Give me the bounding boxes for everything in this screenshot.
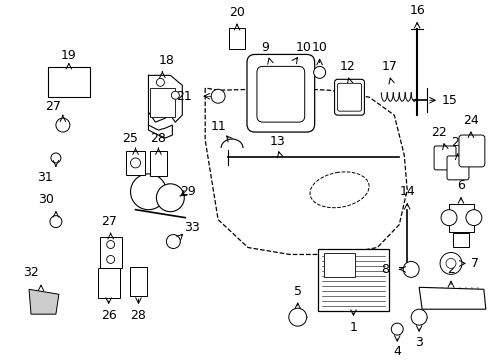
Circle shape xyxy=(166,235,180,248)
Text: 27: 27 xyxy=(101,215,116,228)
Text: 15: 15 xyxy=(441,94,457,107)
Text: 33: 33 xyxy=(184,221,200,234)
Text: 7: 7 xyxy=(470,257,478,270)
Text: 10: 10 xyxy=(295,41,311,54)
Circle shape xyxy=(390,323,403,335)
Text: 17: 17 xyxy=(381,60,396,73)
Circle shape xyxy=(403,261,418,277)
Text: 27: 27 xyxy=(45,100,61,113)
Circle shape xyxy=(51,153,61,163)
FancyBboxPatch shape xyxy=(337,83,361,111)
Text: 25: 25 xyxy=(122,131,138,144)
Text: 20: 20 xyxy=(229,6,244,19)
Ellipse shape xyxy=(309,172,368,208)
FancyBboxPatch shape xyxy=(323,253,355,277)
Circle shape xyxy=(50,216,62,228)
Circle shape xyxy=(106,240,114,248)
Text: 32: 32 xyxy=(23,266,39,279)
Text: 28: 28 xyxy=(130,309,146,322)
Text: 14: 14 xyxy=(399,185,414,198)
Text: 2: 2 xyxy=(446,263,454,276)
FancyBboxPatch shape xyxy=(98,269,120,298)
Circle shape xyxy=(156,78,164,86)
Text: 5: 5 xyxy=(293,285,301,298)
Circle shape xyxy=(465,210,481,226)
FancyBboxPatch shape xyxy=(433,146,455,170)
Circle shape xyxy=(439,252,461,274)
Circle shape xyxy=(130,158,140,168)
Circle shape xyxy=(56,118,70,132)
FancyBboxPatch shape xyxy=(150,152,166,176)
FancyBboxPatch shape xyxy=(246,54,314,132)
Circle shape xyxy=(410,309,426,325)
Text: 31: 31 xyxy=(37,171,53,184)
Text: 9: 9 xyxy=(261,41,268,54)
Text: 11: 11 xyxy=(210,120,225,132)
FancyBboxPatch shape xyxy=(458,135,484,167)
Text: 8: 8 xyxy=(381,263,388,276)
FancyBboxPatch shape xyxy=(48,67,90,97)
FancyBboxPatch shape xyxy=(150,88,175,117)
Circle shape xyxy=(288,308,306,326)
FancyBboxPatch shape xyxy=(130,267,147,296)
FancyBboxPatch shape xyxy=(452,233,468,247)
Text: 3: 3 xyxy=(414,336,422,348)
Text: 19: 19 xyxy=(61,49,77,62)
Text: 21: 21 xyxy=(176,90,192,103)
Text: 10: 10 xyxy=(311,41,327,54)
Text: 24: 24 xyxy=(462,114,478,127)
Text: 29: 29 xyxy=(180,185,196,198)
Text: 6: 6 xyxy=(456,179,464,192)
Polygon shape xyxy=(418,287,485,309)
Text: 1: 1 xyxy=(349,321,357,334)
FancyBboxPatch shape xyxy=(228,28,244,49)
Polygon shape xyxy=(29,289,59,314)
Text: 4: 4 xyxy=(392,345,400,357)
Text: 23: 23 xyxy=(450,135,466,149)
FancyBboxPatch shape xyxy=(334,79,364,115)
FancyBboxPatch shape xyxy=(317,249,388,311)
Text: 22: 22 xyxy=(430,126,446,139)
Circle shape xyxy=(313,66,325,78)
FancyBboxPatch shape xyxy=(256,66,304,122)
Circle shape xyxy=(106,256,114,264)
Circle shape xyxy=(156,184,184,212)
Circle shape xyxy=(211,89,224,103)
FancyBboxPatch shape xyxy=(446,156,468,180)
Text: 28: 28 xyxy=(150,131,166,144)
Text: 12: 12 xyxy=(339,60,355,73)
Text: 30: 30 xyxy=(38,193,54,206)
Circle shape xyxy=(445,258,455,269)
Text: 13: 13 xyxy=(269,135,285,148)
Circle shape xyxy=(130,174,166,210)
FancyBboxPatch shape xyxy=(100,237,122,269)
Text: 26: 26 xyxy=(101,309,116,322)
Text: 18: 18 xyxy=(158,54,174,67)
Circle shape xyxy=(171,91,179,99)
Circle shape xyxy=(440,210,456,226)
FancyBboxPatch shape xyxy=(125,151,145,175)
Text: 16: 16 xyxy=(408,4,424,17)
